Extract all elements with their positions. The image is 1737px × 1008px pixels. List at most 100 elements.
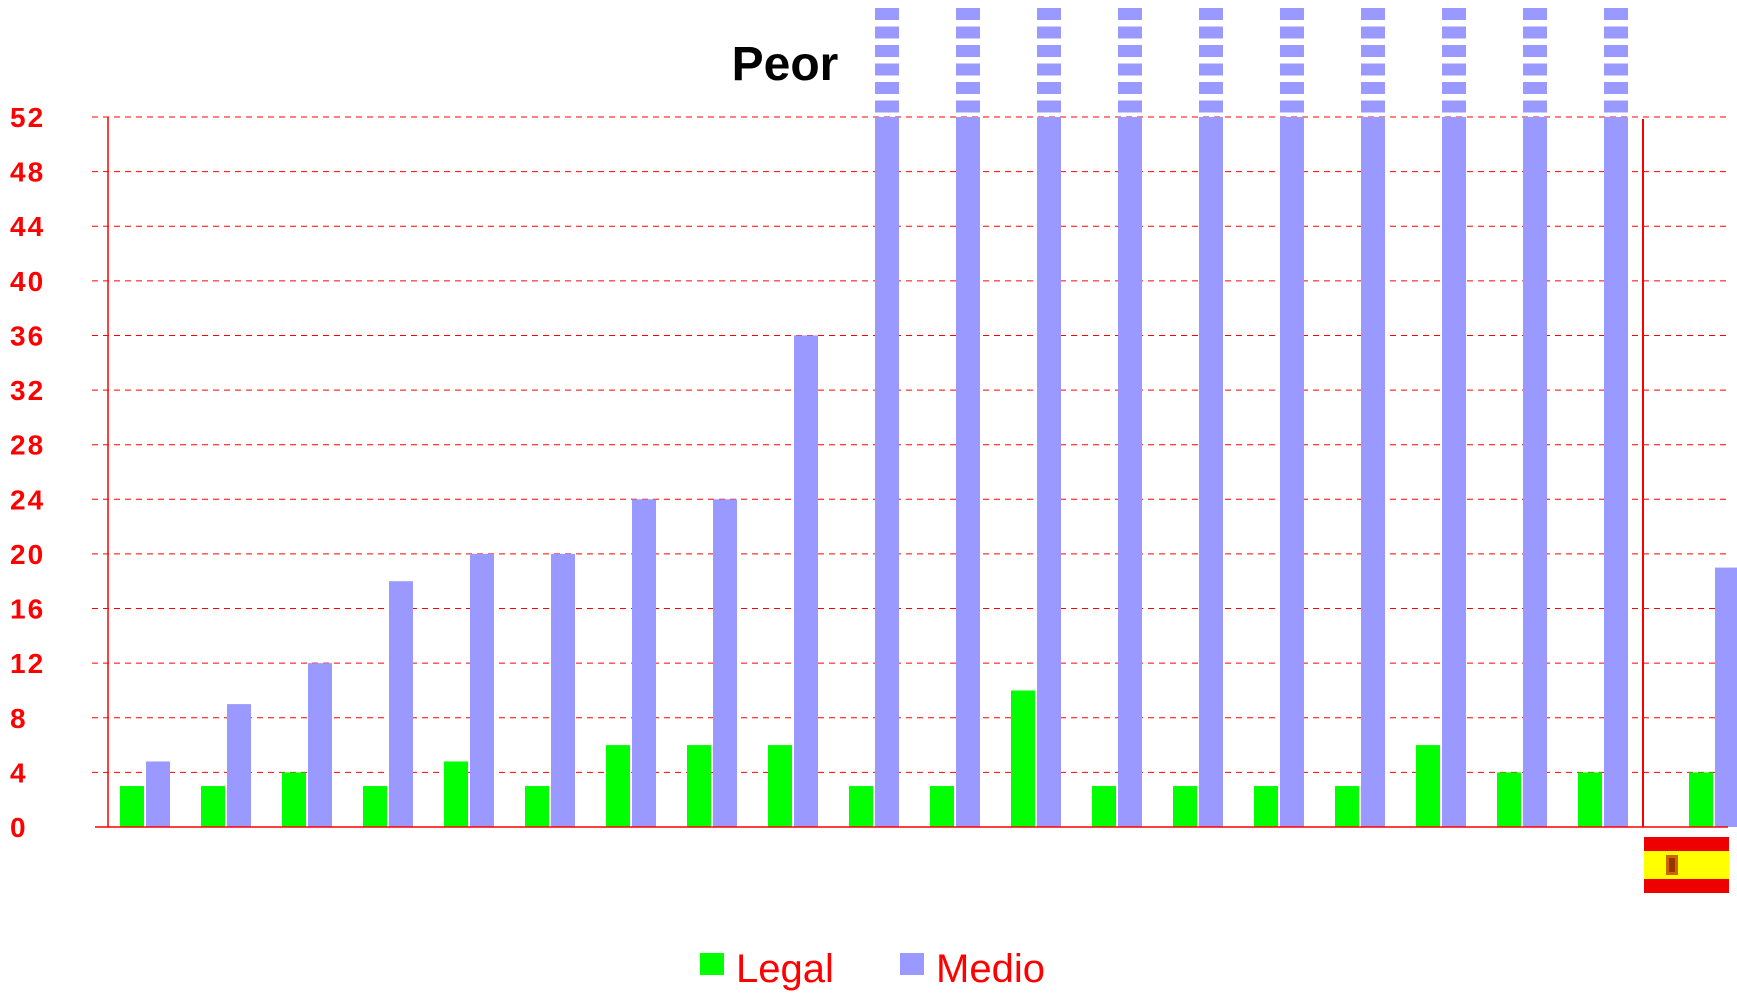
bar-legal [1416, 745, 1440, 827]
bar-break-segment [1361, 8, 1385, 20]
bar-legal [282, 772, 306, 827]
bar-break-segment [956, 26, 980, 39]
y-tick-label: 32 [10, 375, 45, 406]
legend-label: Legal [736, 947, 834, 991]
bar-break-segment [1442, 100, 1466, 113]
bar-medio [632, 499, 656, 827]
category-group [1173, 8, 1223, 827]
bar-break-segment [1604, 82, 1628, 94]
legend-item: Medio [900, 947, 1045, 991]
bar-break-segment [1361, 82, 1385, 94]
bar-break-segment [1523, 26, 1547, 39]
bars [120, 8, 1737, 827]
bar-legal [1254, 786, 1278, 827]
chart-title: Peor [732, 38, 839, 91]
legend-swatch [900, 953, 924, 975]
bar-break-segment [1280, 100, 1304, 113]
bar-medio [1199, 117, 1223, 827]
spain-flag-icon [1644, 837, 1729, 893]
y-tick-label: 52 [10, 102, 45, 133]
axes [95, 117, 1728, 828]
bar-break-segment [875, 26, 899, 39]
bar-break-segment [1118, 26, 1142, 39]
bar-medio [1523, 117, 1547, 827]
category-group [1254, 8, 1304, 827]
legend-label: Medio [936, 947, 1045, 991]
bar-break-segment [1442, 8, 1466, 20]
bar-break-segment [1199, 8, 1223, 20]
bar-break-segment [1523, 45, 1547, 57]
bar-break-segment [1523, 8, 1547, 20]
bar-break-segment [1442, 63, 1466, 76]
bar-break-segment [1118, 100, 1142, 113]
category-group [120, 761, 170, 827]
bar-break-segment [1442, 26, 1466, 39]
bar-break-segment [1199, 45, 1223, 57]
bar-break-segment [1118, 63, 1142, 76]
bar-medio [551, 553, 575, 827]
category-group [1497, 8, 1547, 827]
bar-break-segment [1604, 63, 1628, 76]
bar-legal [1335, 786, 1359, 827]
bar-break-segment [1280, 26, 1304, 39]
category-group [444, 553, 494, 827]
bar-break-segment [1442, 45, 1466, 57]
bar-break-segment [1523, 63, 1547, 76]
bar-break-segment [1361, 45, 1385, 57]
bar-break-segment [875, 8, 899, 20]
bar-legal [444, 761, 468, 827]
category-group [1689, 567, 1737, 827]
bar-break-segment [956, 100, 980, 113]
bar-break-segment [1118, 45, 1142, 57]
bar-break-segment [956, 8, 980, 20]
bar-break-segment [1118, 82, 1142, 94]
bar-break-segment [1199, 100, 1223, 113]
bar-break-segment [1280, 45, 1304, 57]
bar-medio [308, 663, 332, 827]
bar-legal [1011, 690, 1035, 827]
bar-medio [1604, 117, 1628, 827]
bar-legal [1092, 786, 1116, 827]
bar-break-segment [1280, 63, 1304, 76]
category-group [201, 704, 251, 827]
bar-break-segment [1199, 26, 1223, 39]
bar-break-segment [1523, 100, 1547, 113]
bar-legal [363, 786, 387, 827]
y-tick-label: 48 [10, 157, 45, 188]
bar-break-segment [1523, 82, 1547, 94]
bar-break-segment [1361, 63, 1385, 76]
category-group [606, 499, 656, 827]
bar-legal [930, 786, 954, 827]
bar-medio [956, 117, 980, 827]
category-group [363, 581, 413, 827]
bar-break-segment [1604, 45, 1628, 57]
legend: Legal Medio [700, 947, 1045, 991]
bar-legal [606, 745, 630, 827]
bar-break-segment [1037, 26, 1061, 39]
y-tick-label: 0 [10, 812, 28, 843]
bar-break-segment [1280, 8, 1304, 20]
bar-break-segment [1442, 82, 1466, 94]
bar-medio [1118, 117, 1142, 827]
bar-break-segment [956, 45, 980, 57]
y-tick-label: 4 [10, 757, 28, 788]
bar-break-segment [875, 82, 899, 94]
bar-break-segment [1037, 82, 1061, 94]
category-group [1416, 8, 1466, 827]
y-tick-label: 40 [10, 266, 45, 297]
category-group [1578, 8, 1628, 827]
bar-medio [1280, 117, 1304, 827]
bar-break-segment [1037, 8, 1061, 20]
bar-break-segment [1604, 8, 1628, 20]
bar-medio [794, 335, 818, 827]
bar-break-segment [956, 82, 980, 94]
bar-medio [389, 581, 413, 827]
legend-item: Legal [700, 947, 834, 991]
bar-legal [120, 786, 144, 827]
y-tick-label: 44 [10, 211, 45, 242]
bar-legal [1578, 772, 1602, 827]
bar-break-segment [1361, 100, 1385, 113]
